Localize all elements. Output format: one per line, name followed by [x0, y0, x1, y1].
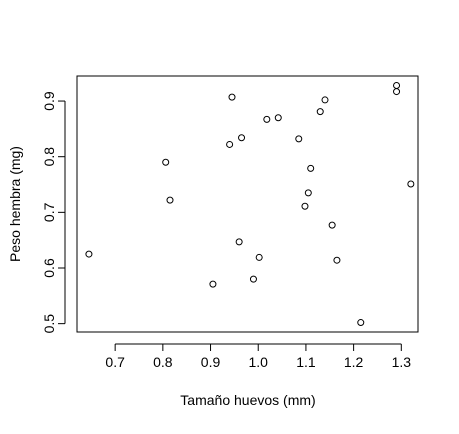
y-tick-label: 0.5: [41, 314, 57, 334]
x-axis: 0.7 0.8 0.9 1.0 1.1 1.2 1.3: [105, 343, 412, 370]
data-point: [393, 88, 401, 96]
x-tick-label: 1.1: [296, 354, 316, 370]
data-point: [249, 275, 257, 283]
x-tick-label: 1.2: [344, 354, 364, 370]
data-point: [393, 81, 401, 89]
x-tick-label: 1.0: [248, 354, 268, 370]
data-point: [328, 221, 336, 229]
x-tick-label: 1.3: [392, 354, 412, 370]
y-tick-label: 0.9: [41, 91, 57, 111]
data-point: [226, 140, 234, 148]
data-point: [274, 114, 282, 122]
data-points: [85, 81, 415, 327]
data-point: [228, 93, 236, 101]
data-point: [162, 158, 170, 166]
data-point: [263, 115, 271, 123]
x-tick-label: 0.8: [153, 354, 173, 370]
data-point: [235, 238, 243, 246]
data-point: [407, 180, 415, 188]
plot-frame: [76, 75, 419, 333]
y-tick-label: 0.8: [41, 147, 57, 167]
data-point: [166, 196, 174, 204]
data-point: [295, 135, 303, 143]
x-tick-label: 0.9: [201, 354, 221, 370]
y-tick-label: 0.6: [41, 258, 57, 278]
data-point: [301, 202, 309, 210]
data-point: [307, 164, 315, 172]
y-axis-label: Peso hembra (mg): [7, 146, 23, 262]
data-point: [333, 256, 341, 264]
data-point: [357, 319, 365, 327]
x-tick-label: 0.7: [105, 354, 125, 370]
data-point: [304, 189, 312, 197]
data-point: [316, 108, 324, 116]
y-tick-label: 0.7: [41, 202, 57, 222]
data-point: [209, 280, 217, 288]
data-point: [321, 96, 329, 104]
x-axis-label: Tamaño huevos (mm): [180, 392, 315, 408]
data-point: [255, 253, 263, 261]
y-axis: 0.5 0.6 0.7 0.8 0.9: [41, 91, 66, 334]
data-point: [85, 250, 93, 258]
data-point: [238, 134, 246, 142]
